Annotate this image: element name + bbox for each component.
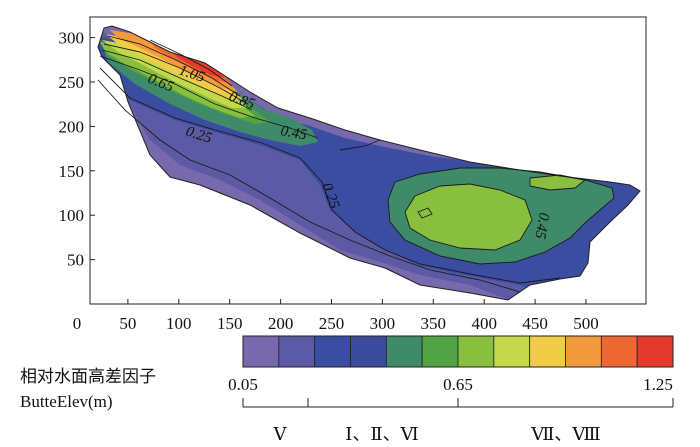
colorbar-min-label: 0.05	[228, 375, 258, 394]
contour-outline	[97, 25, 641, 301]
x-axis: 0 50 100 150 200 250 300 350 400 450 500	[73, 299, 599, 333]
y-tick-label: 100	[59, 206, 85, 225]
y-axis: 50 100 150 200 250 300	[59, 29, 95, 270]
y-tick-label: 250	[59, 73, 85, 92]
colorbar-subtitle: ButteElev(m)	[20, 392, 113, 411]
colorbar-bin	[636, 335, 674, 368]
group-label-v: Ⅴ	[273, 424, 288, 444]
x-tick-label: 400	[471, 314, 497, 333]
contour-label-0-45-lower: 0.45	[531, 211, 551, 240]
contour-lines	[97, 35, 615, 293]
colorbar-bin	[314, 335, 351, 368]
colorbar-bin	[600, 335, 638, 368]
y-tick-label: 200	[59, 117, 85, 136]
x-tick-label: 0	[73, 314, 82, 333]
x-tick-label: 350	[421, 314, 447, 333]
colorbar	[242, 335, 674, 368]
x-tick-label: 450	[522, 314, 548, 333]
group-brackets	[242, 398, 674, 408]
colorbar-bin	[242, 335, 280, 368]
colorbar-bin	[350, 335, 387, 368]
colorbar-title: 相对水面高差因子	[20, 367, 156, 387]
colorbar-mid-label: 0.65	[443, 375, 473, 394]
x-tick-label: 250	[319, 314, 345, 333]
colorbar-bin	[421, 335, 459, 368]
group-label-vii-viii: Ⅶ、Ⅷ	[530, 424, 601, 444]
band-0-85	[106, 34, 244, 100]
colorbar-bin	[385, 335, 423, 368]
band-0-55-lower	[405, 184, 532, 250]
x-tick-label: 500	[573, 314, 599, 333]
contour-label-0-45-upper: 0.45	[279, 123, 308, 143]
colorbar-bin	[457, 335, 495, 368]
y-tick-label: 50	[67, 251, 84, 270]
band-0-95	[110, 30, 238, 92]
band-0-55-ne	[530, 175, 585, 190]
x-tick-label: 200	[268, 314, 294, 333]
x-tick-label: 150	[217, 314, 243, 333]
colorbar-frame	[242, 335, 674, 368]
colorbar-bin	[565, 335, 602, 368]
colorbar-bin	[493, 335, 531, 368]
colorbar-max-label: 1.25	[643, 375, 673, 394]
y-tick-label: 300	[59, 29, 85, 48]
colorbar-bin	[529, 335, 566, 368]
contour-label-1-05: 1.05	[177, 63, 207, 86]
contour-label-0-25-upper: 0.25	[184, 124, 214, 147]
contour-fill	[98, 26, 640, 300]
x-tick-label: 100	[166, 314, 192, 333]
x-tick-label: 300	[370, 314, 396, 333]
group-label-i-ii-vi: Ⅰ、Ⅱ、Ⅵ	[345, 424, 418, 444]
x-tick-label: 50	[119, 314, 136, 333]
colorbar-bin	[278, 335, 316, 368]
y-tick-label: 150	[59, 162, 85, 181]
plot-frame	[89, 16, 647, 305]
